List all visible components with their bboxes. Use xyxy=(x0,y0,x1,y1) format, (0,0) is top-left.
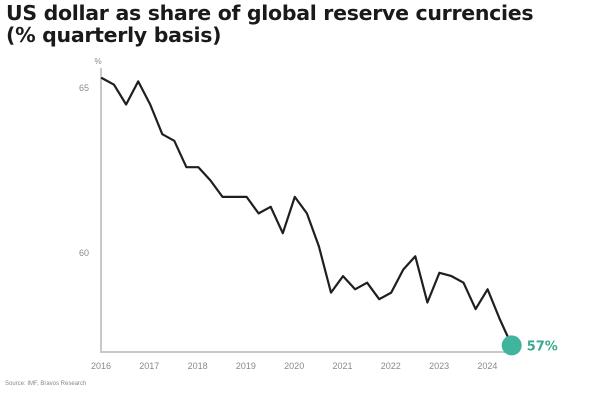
x-tick-label: 2022 xyxy=(381,361,401,371)
end-value-label: 57% xyxy=(527,339,558,354)
y-unit-label: % xyxy=(94,57,101,66)
y-tick-labels: 60 65 xyxy=(79,83,89,258)
chart-title-line1: US dollar as share of global reserve cur… xyxy=(6,1,534,25)
x-tick-label: 2020 xyxy=(284,361,304,371)
x-tick-label: 2016 xyxy=(91,361,111,371)
y-tick-label: 60 xyxy=(79,248,89,258)
chart-title: US dollar as share of global reserve cur… xyxy=(6,1,534,47)
x-tick-label: 2018 xyxy=(188,361,208,371)
end-point-marker xyxy=(501,335,522,356)
y-tick-label: 65 xyxy=(79,83,89,93)
chart-title-line2: (% quarterly basis) xyxy=(6,23,222,47)
x-tick-label: 2024 xyxy=(477,361,497,371)
data-line xyxy=(100,76,513,347)
source-note: Source: IMF, Bravos Research xyxy=(5,381,87,387)
x-tick-label: 2019 xyxy=(236,361,256,371)
x-tick-labels: 2016 2017 2018 2019 2020 2021 2022 2023 2024 xyxy=(91,361,497,371)
x-tick-label: 2021 xyxy=(332,361,352,371)
x-tick-label: 2017 xyxy=(139,361,159,371)
x-tick-label: 2023 xyxy=(429,361,449,371)
